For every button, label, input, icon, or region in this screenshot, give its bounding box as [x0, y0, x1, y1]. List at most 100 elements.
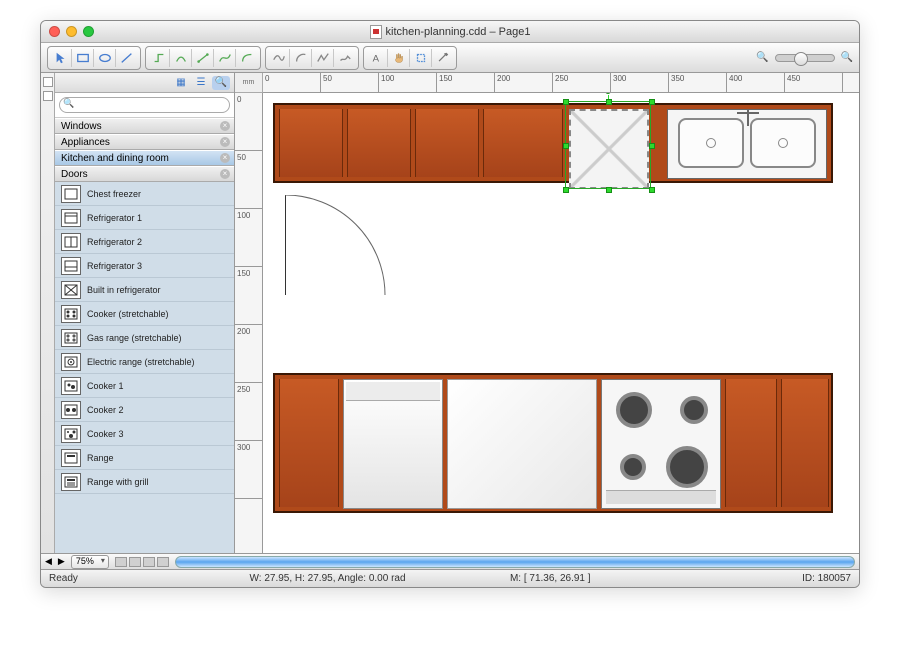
zoom-window-button[interactable]	[83, 26, 94, 37]
ruler-unit[interactable]: mm	[235, 73, 263, 93]
category-kitchen-and-dining-room[interactable]: Kitchen and dining room ×	[55, 150, 234, 166]
zoom-slider[interactable]	[775, 54, 835, 62]
resize-handle[interactable]	[649, 187, 655, 193]
ruler-tick	[669, 73, 727, 92]
cabinet[interactable]	[415, 109, 479, 177]
library-item[interactable]: Electric range (stretchable)	[55, 350, 234, 374]
rect-tool[interactable]	[72, 49, 94, 67]
round-connector-tool[interactable]	[236, 49, 258, 67]
resize-handle[interactable]	[563, 187, 569, 193]
item-label: Range with grill	[87, 477, 149, 487]
freehand-tool[interactable]	[334, 49, 356, 67]
library-item[interactable]: Cooker (stretchable)	[55, 302, 234, 326]
library-item[interactable]: Chest freezer	[55, 182, 234, 206]
item-thumb-icon	[61, 257, 81, 275]
item-thumb-icon	[61, 473, 81, 491]
spline-tool[interactable]	[268, 49, 290, 67]
zoom-in-icon[interactable]: 🔍	[841, 52, 853, 63]
library-item[interactable]: Cooker 2	[55, 398, 234, 422]
library-toggle[interactable]	[43, 77, 53, 87]
status-mouse: M: [ 71.36, 26.91 ]	[450, 573, 651, 584]
resize-handle[interactable]	[606, 187, 612, 193]
eyedropper-tool[interactable]	[432, 49, 454, 67]
pan-tool[interactable]	[388, 49, 410, 67]
resize-handle[interactable]	[563, 99, 569, 105]
horizontal-scrollbar[interactable]	[175, 556, 855, 568]
text-tool[interactable]: A	[366, 49, 388, 67]
library-item[interactable]: Cooker 1	[55, 374, 234, 398]
page-tab[interactable]	[143, 557, 155, 567]
resize-handle[interactable]	[563, 143, 569, 149]
canvas[interactable]	[263, 93, 859, 553]
cabinet[interactable]	[781, 379, 829, 507]
cabinet[interactable]	[725, 379, 777, 507]
category-appliances[interactable]: Appliances×	[55, 134, 234, 150]
grid-view-tab[interactable]: ▦	[172, 76, 190, 90]
polyline-tool[interactable]	[312, 49, 334, 67]
library-item[interactable]: Range	[55, 446, 234, 470]
next-page-button[interactable]: ▶	[58, 556, 65, 567]
rotate-handle[interactable]	[605, 93, 611, 94]
resize-handle[interactable]	[606, 99, 612, 105]
burner-icon	[666, 446, 708, 488]
resize-handle[interactable]	[649, 99, 655, 105]
pointer-tool[interactable]	[50, 49, 72, 67]
cabinet[interactable]	[483, 109, 563, 177]
item-label: Gas range (stretchable)	[87, 333, 182, 343]
close-window-button[interactable]	[49, 26, 60, 37]
category-label: Doors	[61, 169, 88, 180]
ellipse-tool[interactable]	[94, 49, 116, 67]
smart-connector-tool[interactable]	[148, 49, 170, 67]
search-input[interactable]	[59, 97, 230, 113]
arc-connector-tool[interactable]	[170, 49, 192, 67]
search-tab[interactable]: 🔍	[212, 76, 230, 90]
library-toggle-2[interactable]	[43, 91, 53, 101]
cooker[interactable]	[601, 379, 721, 509]
canvas-area: mm 050100150200250300	[235, 73, 859, 553]
page-tab[interactable]	[115, 557, 127, 567]
refrigerator[interactable]	[343, 379, 443, 509]
ruler-tick: 300	[235, 441, 262, 499]
bottom-counter[interactable]	[273, 373, 833, 513]
crop-tool[interactable]	[410, 49, 432, 67]
category-label: Kitchen and dining room	[61, 153, 169, 164]
library-item[interactable]: Range with grill	[55, 470, 234, 494]
selection-box[interactable]	[565, 101, 651, 189]
prev-page-button[interactable]: ◀	[45, 556, 52, 567]
library-item[interactable]: Refrigerator 1	[55, 206, 234, 230]
sink-unit[interactable]	[667, 109, 827, 179]
minimize-window-button[interactable]	[66, 26, 77, 37]
close-category-icon[interactable]: ×	[220, 121, 230, 131]
ruler-tick	[379, 73, 437, 92]
close-category-icon[interactable]: ×	[220, 137, 230, 147]
resize-handle[interactable]	[649, 143, 655, 149]
item-label: Built in refrigerator	[87, 285, 161, 295]
library-item[interactable]: Cooker 3	[55, 422, 234, 446]
category-doors[interactable]: Doors ×	[55, 166, 234, 182]
direct-connector-tool[interactable]	[192, 49, 214, 67]
library-item[interactable]: Gas range (stretchable)	[55, 326, 234, 350]
library-item[interactable]: Refrigerator 2	[55, 230, 234, 254]
cabinet[interactable]	[279, 109, 343, 177]
line-tool[interactable]	[116, 49, 138, 67]
cabinet[interactable]	[347, 109, 411, 177]
item-thumb-icon	[61, 185, 81, 203]
zoom-out-icon[interactable]: 🔍	[756, 52, 768, 63]
page-tab[interactable]	[129, 557, 141, 567]
library-item[interactable]: Refrigerator 3	[55, 254, 234, 278]
door-swing[interactable]	[285, 195, 395, 305]
document-icon[interactable]	[370, 25, 382, 39]
library-item[interactable]: Built in refrigerator	[55, 278, 234, 302]
close-category-icon[interactable]: ×	[220, 169, 230, 179]
page-tab[interactable]	[157, 557, 169, 567]
arc-tool[interactable]	[290, 49, 312, 67]
cabinet[interactable]	[279, 379, 339, 507]
worktop[interactable]	[447, 379, 597, 509]
window-title-text: kitchen-planning.cdd – Page1	[386, 26, 531, 38]
category-windows[interactable]: Windows×	[55, 118, 234, 134]
close-category-icon[interactable]: ×	[220, 153, 230, 163]
list-view-tab[interactable]: ☰	[192, 76, 210, 90]
zoom-dropdown[interactable]: 75%	[71, 555, 109, 569]
top-counter[interactable]	[273, 103, 833, 183]
bezier-connector-tool[interactable]	[214, 49, 236, 67]
